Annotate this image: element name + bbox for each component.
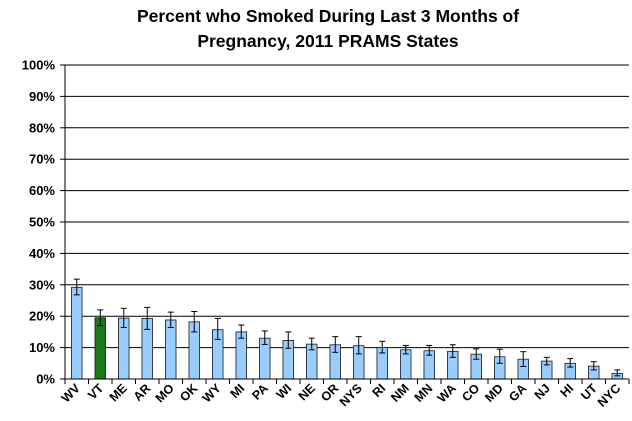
y-tick-label: 80% [29, 120, 55, 135]
x-tick-label-vt: VT [85, 381, 106, 402]
x-tick-label-ga: GA [506, 381, 529, 404]
x-tick-label-mn: MN [412, 381, 436, 405]
y-tick-label: 100% [22, 58, 56, 73]
x-tick-label-ar: AR [131, 381, 154, 404]
y-tick-label: 0% [36, 372, 55, 387]
y-tick-label: 20% [29, 309, 55, 324]
bar-vt [94, 317, 106, 380]
x-tick-label-mi: MI [228, 381, 248, 401]
y-tick-label: 70% [29, 152, 55, 167]
axes [60, 64, 630, 384]
bars [71, 286, 623, 380]
x-tick-label-ok: OK [177, 381, 200, 404]
bar-wv [71, 286, 83, 380]
y-axis-tick-labels: 0% 10% 20% 30% 40% 50% 60% 70% 80% 90% 100% [22, 58, 56, 387]
x-tick-label-nys: NYS [337, 381, 365, 409]
bar-mo [165, 319, 177, 380]
x-tick-label-ne: NE [296, 381, 318, 403]
x-tick-label-me: ME [107, 381, 130, 404]
error-bars [73, 278, 621, 377]
x-tick-label-hi: HI [558, 381, 577, 400]
chart-title-line-2: Pregnancy, 2011 PRAMS States [197, 31, 459, 51]
x-tick-label-nj: NJ [532, 381, 553, 402]
gridlines [65, 64, 629, 349]
y-tick-label: 60% [29, 183, 55, 198]
x-tick-label-wy: WY [200, 381, 225, 406]
y-tick-label: 40% [29, 246, 55, 261]
x-tick-label-wv: WV [59, 381, 84, 406]
x-tick-label-wi: WI [274, 381, 295, 402]
y-tick-label: 10% [29, 340, 55, 355]
x-tick-label-md: MD [482, 381, 506, 405]
x-tick-label-mo: MO [153, 381, 177, 405]
chart-title-line-1: Percent who Smoked During Last 3 Months … [137, 6, 519, 26]
x-tick-label-pa: PA [249, 381, 271, 403]
bar-mi [235, 331, 247, 380]
y-tick-label: 50% [29, 215, 55, 230]
y-tick-label: 90% [29, 89, 55, 104]
y-tick-label: 30% [29, 277, 55, 292]
x-tick-label-nyc: NYC [595, 381, 624, 410]
x-tick-label-co: CO [459, 381, 482, 404]
x-tick-label-nm: NM [388, 381, 412, 405]
x-tick-label-wa: WA [435, 381, 459, 405]
x-tick-label-ri: RI [370, 381, 389, 400]
